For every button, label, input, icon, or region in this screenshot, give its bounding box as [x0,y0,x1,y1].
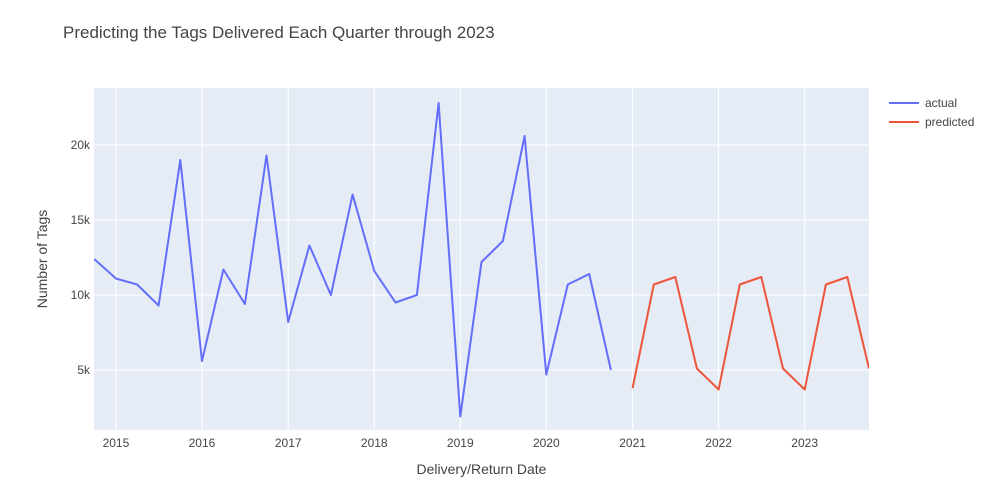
x-tick-label: 2023 [791,436,818,450]
x-tick-label: 2016 [189,436,216,450]
y-axis-title: Number of Tags [34,210,50,309]
x-tick-label: 2022 [705,436,732,450]
x-tick-label: 2020 [533,436,560,450]
legend-label: actual [925,96,957,110]
series-line-actual [94,102,612,418]
y-tick-label: 10k [71,288,91,302]
plot-area [94,88,869,430]
x-tick-label: 2015 [103,436,130,450]
y-tick-label: 5k [77,363,91,377]
legend[interactable]: actual predicted [889,96,974,129]
legend-label: predicted [925,115,974,129]
series-layer [94,102,869,418]
legend-item-predicted[interactable]: predicted [889,115,974,129]
y-tick-label: 15k [71,213,91,227]
x-axis-title: Delivery/Return Date [417,461,547,477]
x-tick-label: 2018 [361,436,388,450]
series-line-predicted [631,276,869,391]
y-axis-ticks: 5k 10k 15k 20k [71,138,91,377]
legend-item-actual[interactable]: actual [889,96,957,110]
y-gridlines [94,144,869,371]
x-tick-label: 2017 [275,436,302,450]
x-axis-ticks: 2015 2016 2017 2018 2019 2020 2021 2022 2023 [103,436,819,450]
x-tick-label: 2019 [447,436,474,450]
x-tick-label: 2021 [619,436,646,450]
chart-title: Predicting the Tags Delivered Each Quart… [63,23,495,42]
y-tick-label: 20k [71,138,91,152]
